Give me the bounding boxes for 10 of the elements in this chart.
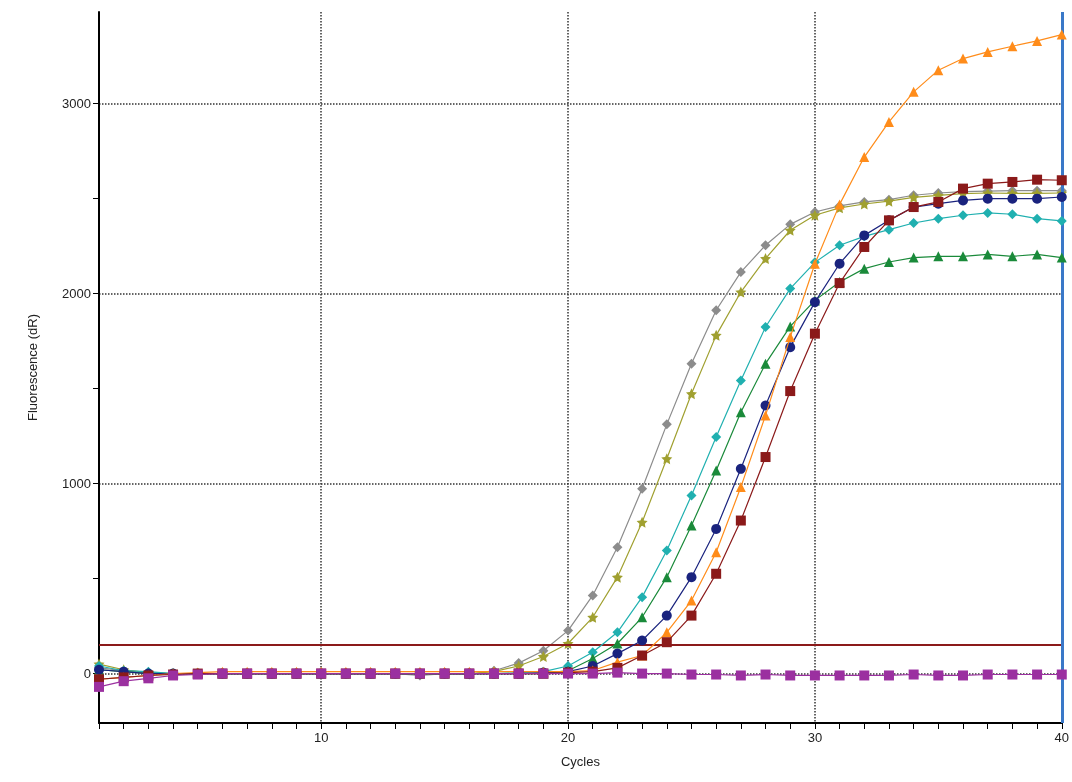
- x-tick-label: 10: [313, 730, 329, 745]
- y-axis-title: Fluorescence (dR): [25, 314, 40, 421]
- x-tick-label: 30: [807, 730, 823, 745]
- x-tick-label: 40: [1054, 730, 1069, 745]
- y-tick-label: 0: [83, 666, 91, 682]
- y-tick-label: 3000: [62, 95, 91, 111]
- x-axis-title: Cycles: [560, 754, 601, 769]
- y-tick-label: 1000: [62, 475, 91, 491]
- x-tick-label: 20: [560, 730, 576, 745]
- y-tick-label: 2000: [62, 285, 91, 301]
